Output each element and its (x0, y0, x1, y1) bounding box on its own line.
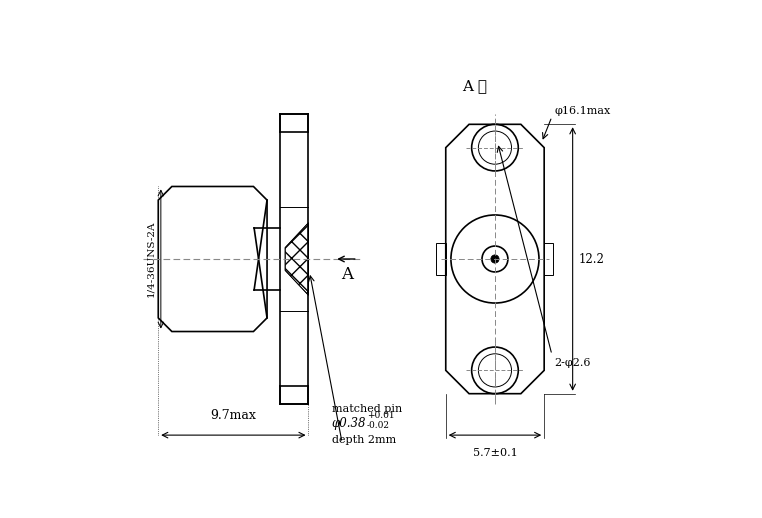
Polygon shape (285, 223, 309, 295)
Text: -0.02: -0.02 (367, 421, 390, 430)
Text: 5.7±0.1: 5.7±0.1 (472, 448, 517, 458)
Text: 12.2: 12.2 (579, 252, 605, 266)
Text: matched pin: matched pin (331, 405, 402, 414)
Text: 2-φ2.6: 2-φ2.6 (555, 357, 591, 368)
Text: A: A (341, 266, 354, 283)
Text: φ16.1max: φ16.1max (555, 106, 611, 117)
Text: 9.7max: 9.7max (210, 409, 256, 422)
Text: φ0.38: φ0.38 (331, 417, 367, 430)
Text: 1/4-36UNS-2A: 1/4-36UNS-2A (146, 221, 155, 297)
Circle shape (491, 255, 499, 263)
Text: A 向: A 向 (462, 79, 487, 93)
Text: +0.01: +0.01 (367, 411, 395, 420)
Text: depth 2mm: depth 2mm (331, 436, 396, 445)
